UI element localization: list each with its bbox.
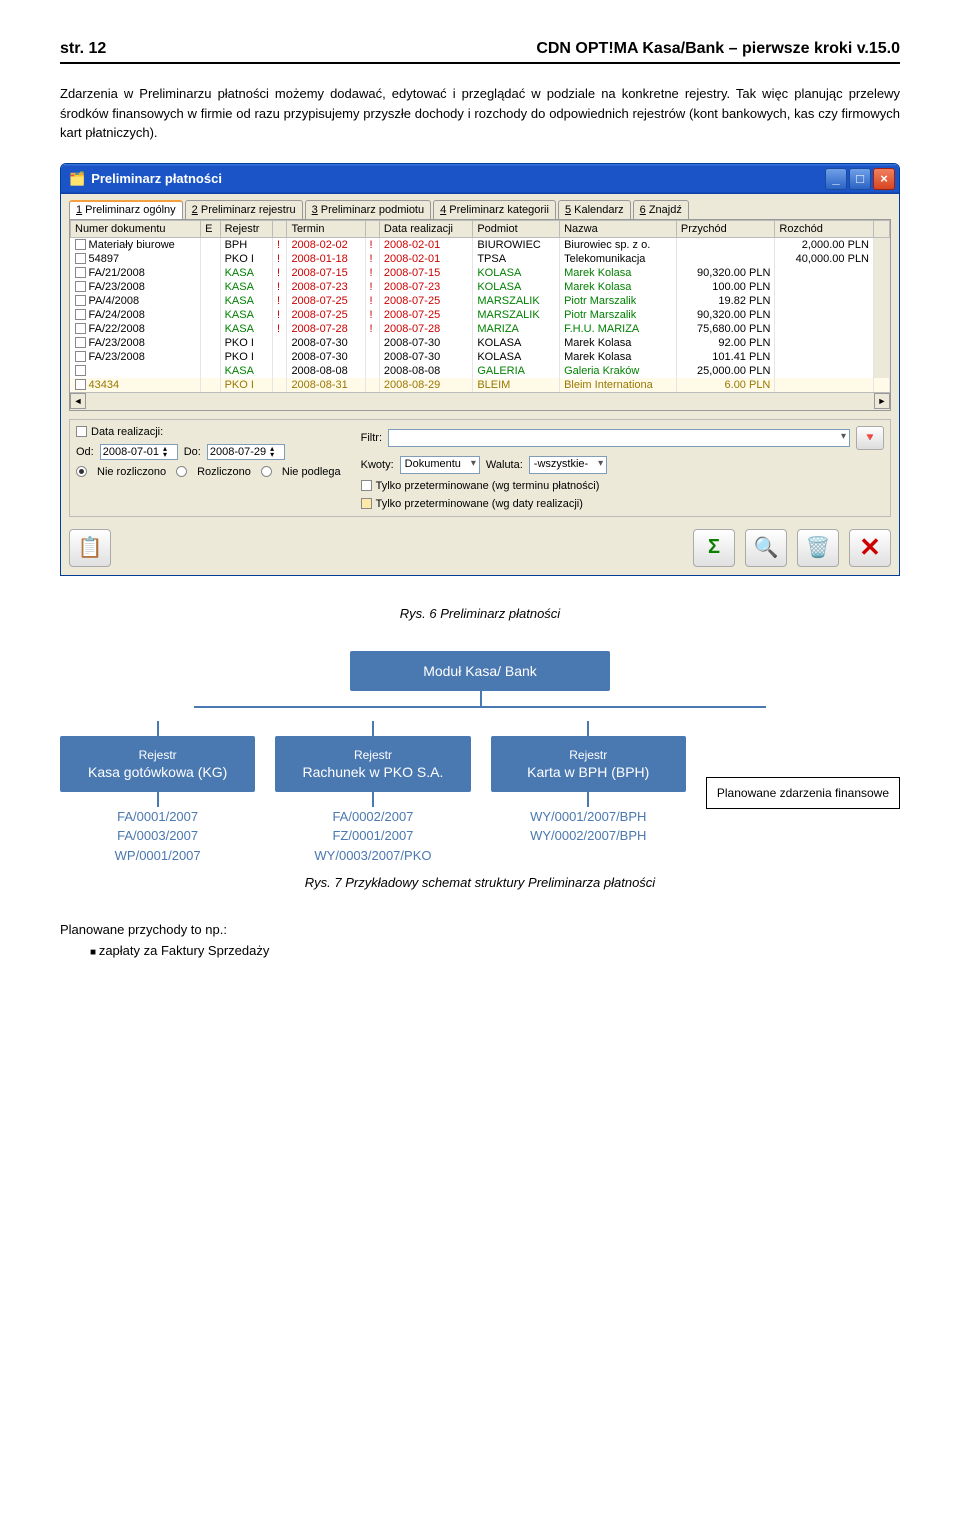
table-row[interactable]: 54897PKO I!2008-01-18!2008-02-01TPSATele… — [71, 252, 890, 266]
term1-check[interactable]: Tylko przeterminowane (wg terminu płatno… — [361, 480, 884, 492]
col-header[interactable] — [273, 220, 287, 237]
minimize-button[interactable]: _ — [825, 168, 847, 190]
date-from-input[interactable]: 2008-07-01▴▾ — [100, 444, 178, 460]
tab-2[interactable]: 2 Preliminarz rejestru — [185, 200, 303, 219]
search-icon[interactable]: 🔍 — [745, 529, 787, 567]
col-header[interactable]: E — [201, 220, 221, 237]
sum-icon[interactable]: Σ — [693, 529, 735, 567]
bottom-toolbar: 📋 Σ 🔍 🗑️ ✕ — [61, 525, 899, 575]
tab-1[interactable]: 1 Preliminarz ogólny — [69, 200, 183, 219]
table-new-row[interactable]: 43434PKO I2008-08-312008-08-29BLEIMBleim… — [71, 378, 890, 392]
maximize-button[interactable]: □ — [849, 168, 871, 190]
footer-bullet: zapłaty za Faktury Sprzedaży — [90, 941, 900, 962]
window-title: Preliminarz płatności — [91, 171, 222, 186]
tab-3[interactable]: 3 Preliminarz podmiotu — [305, 200, 432, 219]
tab-6[interactable]: 6 Znajdź — [633, 200, 689, 219]
figure6-caption: Rys. 6 Preliminarz płatności — [60, 606, 900, 621]
checklist-icon[interactable]: 📋 — [69, 529, 111, 567]
table-row[interactable]: Materiały biuroweBPH!2008-02-02!2008-02-… — [71, 237, 890, 252]
col-header[interactable]: Numer dokumentu — [71, 220, 201, 237]
do-label: Do: — [184, 446, 201, 458]
horizontal-scrollbar[interactable]: ◄ ► — [70, 392, 890, 410]
diagram-leaf-3: WY/0001/2007/BPHWY/0002/2007/BPH — [491, 807, 686, 846]
waluta-dropdown[interactable]: -wszystkie- — [529, 456, 607, 474]
diagram-node-3: RejestrKarta w BPH (BPH) — [491, 736, 686, 792]
table-row[interactable]: KASA2008-08-082008-08-08GALERIAGaleria K… — [71, 364, 890, 378]
col-header[interactable]: Data realizacji — [379, 220, 472, 237]
org-diagram: Moduł Kasa/ Bank RejestrKasa gotówkowa (… — [60, 651, 900, 866]
table-row[interactable]: FA/23/2008PKO I2008-07-302008-07-30KOLAS… — [71, 350, 890, 364]
filtr-dropdown[interactable] — [388, 429, 850, 447]
header-rule — [60, 62, 900, 64]
table-row[interactable]: FA/21/2008KASA!2008-07-15!2008-07-15KOLA… — [71, 266, 890, 280]
date-to-input[interactable]: 2008-07-29▴▾ — [207, 444, 285, 460]
col-header[interactable]: Rejestr — [220, 220, 272, 237]
term2-check[interactable]: Tylko przeterminowane (wg daty realizacj… — [361, 498, 884, 510]
kwoty-label: Kwoty: — [361, 459, 394, 471]
tab-strip: 1 Preliminarz ogólny2 Preliminarz rejest… — [61, 194, 899, 219]
col-header[interactable]: Rozchód — [775, 220, 874, 237]
diagram-root: Moduł Kasa/ Bank — [350, 651, 610, 691]
diagram-side-label: Planowane zdarzenia finansowe — [706, 777, 900, 809]
close-button[interactable]: × — [873, 168, 895, 190]
data-grid[interactable]: Numer dokumentuERejestr Termin Data realiz… — [70, 220, 890, 392]
delete-icon[interactable]: 🗑️ — [797, 529, 839, 567]
table-row[interactable]: FA/24/2008KASA!2008-07-25!2008-07-25MARS… — [71, 308, 890, 322]
diagram-leaf-1: FA/0001/2007FA/0003/2007WP/0001/2007 — [60, 807, 255, 866]
col-header[interactable]: Przychód — [676, 220, 775, 237]
filter-panel: Data realizacji: Od: 2008-07-01▴▾ Do: 20… — [69, 419, 891, 517]
radio-nie-podlega[interactable] — [261, 466, 272, 477]
data-grid-frame: Numer dokumentuERejestr Termin Data realiz… — [69, 219, 891, 411]
waluta-label: Waluta: — [486, 459, 523, 471]
filtr-label: Filtr: — [361, 432, 382, 444]
footer-line: Planowane przychody to np.: — [60, 920, 900, 941]
figure7-caption: Rys. 7 Przykładowy schemat struktury Pre… — [60, 875, 900, 890]
table-row[interactable]: PA/4/2008KASA!2008-07-25!2008-07-25MARSZ… — [71, 294, 890, 308]
kwoty-dropdown[interactable]: Dokumentu — [400, 456, 480, 474]
data-realizacji-check[interactable]: Data realizacji: — [76, 426, 341, 438]
page-number: str. 12 — [60, 40, 106, 58]
diagram-node-1: RejestrKasa gotówkowa (KG) — [60, 736, 255, 792]
col-header[interactable] — [365, 220, 379, 237]
tab-5[interactable]: 5 Kalendarz — [558, 200, 631, 219]
table-row[interactable]: FA/23/2008KASA!2008-07-23!2008-07-23KOLA… — [71, 280, 890, 294]
scroll-right[interactable]: ► — [874, 393, 890, 409]
window-icon: 🗂️ — [69, 171, 85, 187]
scroll-left[interactable]: ◄ — [70, 393, 86, 409]
od-label: Od: — [76, 446, 94, 458]
radio-rozliczono[interactable] — [176, 466, 187, 477]
diagram-leaf-2: FA/0002/2007FZ/0001/2007WY/0003/2007/PKO — [275, 807, 470, 866]
intro-paragraph: Zdarzenia w Preliminarzu płatności możem… — [60, 84, 900, 143]
col-header[interactable]: Podmiot — [473, 220, 560, 237]
filter-icon[interactable]: 🔻 — [856, 426, 884, 450]
radio-nie-rozliczono[interactable] — [76, 466, 87, 477]
diagram-node-2: RejestrRachunek w PKO S.A. — [275, 736, 470, 792]
table-row[interactable]: FA/22/2008KASA!2008-07-28!2008-07-28MARI… — [71, 322, 890, 336]
titlebar[interactable]: 🗂️ Preliminarz płatności _ □ × — [61, 164, 899, 194]
cancel-icon[interactable]: ✕ — [849, 529, 891, 567]
preliminarz-window: 🗂️ Preliminarz płatności _ □ × 1 Prelimi… — [60, 163, 900, 576]
doc-title: CDN OPT!MA Kasa/Bank – pierwsze kroki v.… — [536, 40, 900, 58]
col-header[interactable]: Nazwa — [560, 220, 677, 237]
tab-4[interactable]: 4 Preliminarz kategorii — [433, 200, 556, 219]
col-header[interactable]: Termin — [287, 220, 365, 237]
table-row[interactable]: FA/23/2008PKO I2008-07-302008-07-30KOLAS… — [71, 336, 890, 350]
